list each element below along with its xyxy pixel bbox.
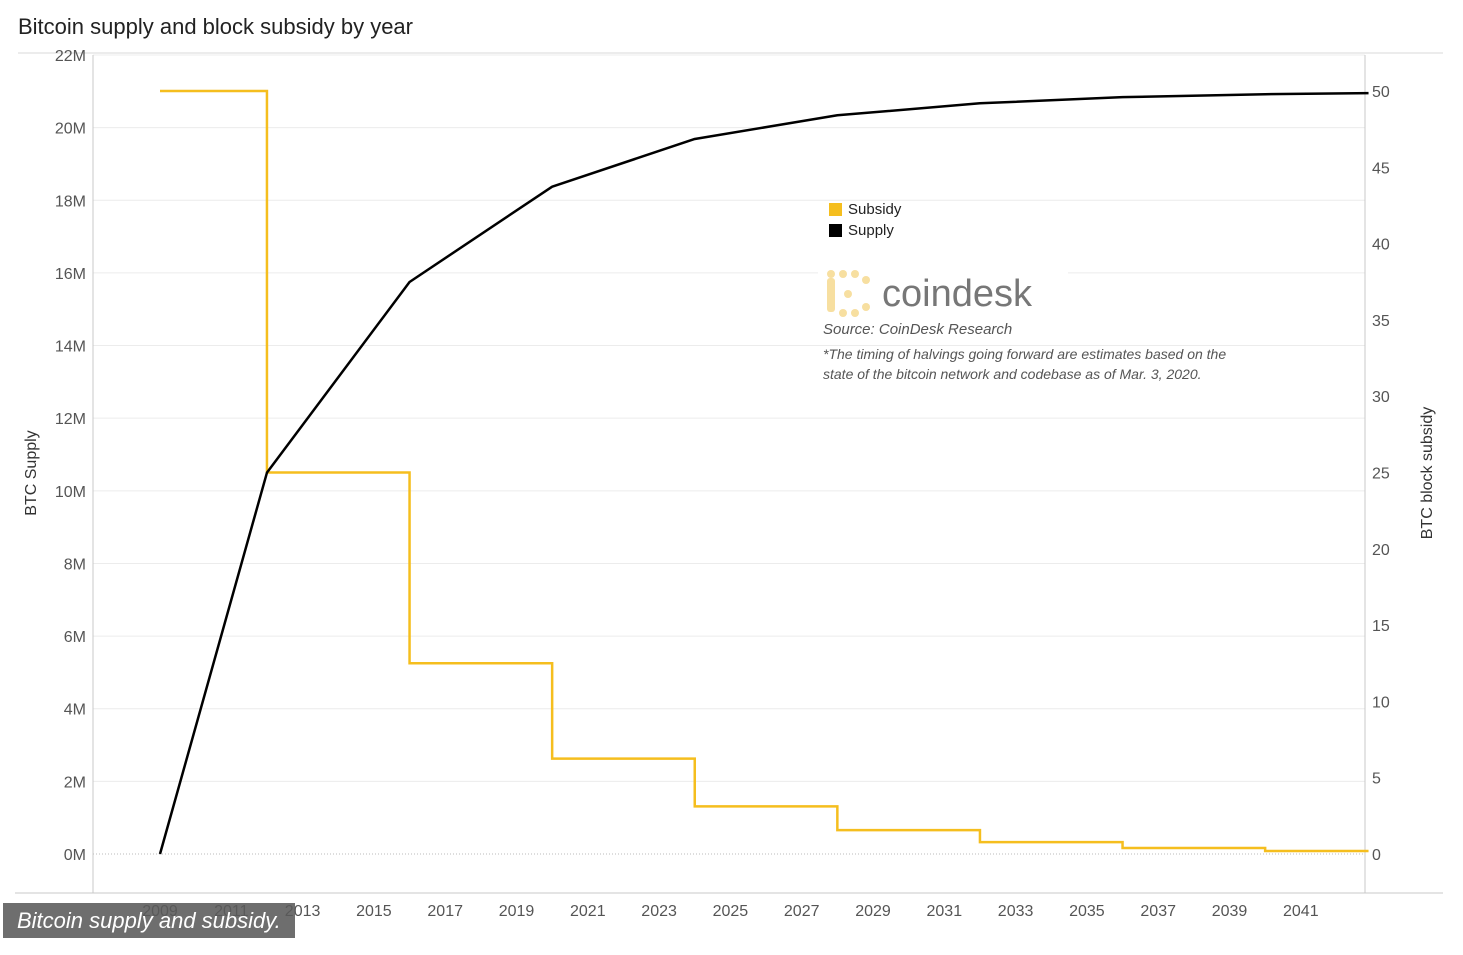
halving-note-line-1: *The timing of halvings going forward ar… (823, 346, 1226, 362)
y-right-tick-label: 10 (1372, 694, 1390, 711)
legend-swatch-supply (829, 224, 842, 237)
x-tick-label: 2023 (641, 903, 677, 920)
x-tick-label: 2021 (570, 903, 606, 920)
y-left-tick-label: 18M (55, 193, 86, 210)
subsidy-series-line (160, 89, 1369, 853)
x-tick-label: 2017 (427, 903, 463, 920)
y-left-tick-label: 10M (55, 484, 86, 501)
y-right-tick-label: 25 (1372, 466, 1390, 483)
y-left-tick-label: 22M (55, 48, 86, 65)
y-left-tick-label: 16M (55, 266, 86, 283)
y-right-tick-label: 0 (1372, 847, 1381, 864)
supply-series-line (158, 91, 1369, 855)
source-note: Source: CoinDesk Research (823, 321, 1012, 338)
y-left-tick-label: 0M (64, 847, 86, 864)
y-right-tick-label: 35 (1372, 313, 1390, 330)
y-right-tick-label: 20 (1372, 542, 1390, 559)
chart-title: Bitcoin supply and block subsidy by year (18, 14, 413, 39)
x-tick-label: 2029 (855, 903, 891, 920)
y-axis-left-title: BTC Supply (23, 430, 40, 515)
coindesk-logo-icon (827, 270, 870, 317)
y-left-tick-label: 2M (64, 774, 86, 791)
y-axis-right-title: BTC block subsidy (1419, 407, 1436, 540)
y-left-tick-label: 20M (55, 121, 86, 138)
y-left-tick-label: 14M (55, 339, 86, 356)
y-right-tick-label: 50 (1372, 84, 1390, 101)
axes: 0M2M4M6M8M10M12M14M16M18M20M22M051015202… (15, 48, 1443, 920)
x-tick-label: 2031 (927, 903, 963, 920)
y-right-tick-label: 15 (1372, 618, 1390, 635)
y-right-tick-label: 45 (1372, 160, 1390, 177)
legend-swatch-subsidy (829, 203, 842, 216)
coindesk-logo-text: coindesk (882, 273, 1033, 315)
y-left-tick-label: 12M (55, 411, 86, 428)
x-tick-label: 2041 (1283, 903, 1319, 920)
y-right-tick-label: 40 (1372, 237, 1390, 254)
halving-note-line-2: state of the bitcoin network and codebas… (823, 366, 1202, 382)
logo-backdrop (818, 268, 1068, 318)
x-tick-label: 2027 (784, 903, 820, 920)
legend-label-supply: Supply (848, 222, 894, 239)
legend-label-subsidy: Subsidy (848, 201, 902, 218)
image-caption: Bitcoin supply and subsidy. (3, 903, 295, 938)
y-left-tick-label: 4M (64, 702, 86, 719)
series-layer (158, 89, 1369, 855)
coindesk-logo: coindesk (818, 268, 1068, 318)
x-tick-label: 2015 (356, 903, 392, 920)
x-tick-label: 2039 (1212, 903, 1248, 920)
y-right-tick-label: 30 (1372, 389, 1390, 406)
x-tick-label: 2037 (1140, 903, 1176, 920)
gridlines (93, 54, 1365, 855)
y-left-tick-label: 8M (64, 556, 86, 573)
x-tick-label: 2019 (499, 903, 535, 920)
y-right-tick-label: 5 (1372, 771, 1381, 788)
x-tick-label: 2035 (1069, 903, 1105, 920)
x-tick-label: 2033 (998, 903, 1034, 920)
legend: Subsidy Supply (829, 201, 902, 239)
y-left-tick-label: 6M (64, 629, 86, 646)
x-tick-label: 2025 (713, 903, 749, 920)
